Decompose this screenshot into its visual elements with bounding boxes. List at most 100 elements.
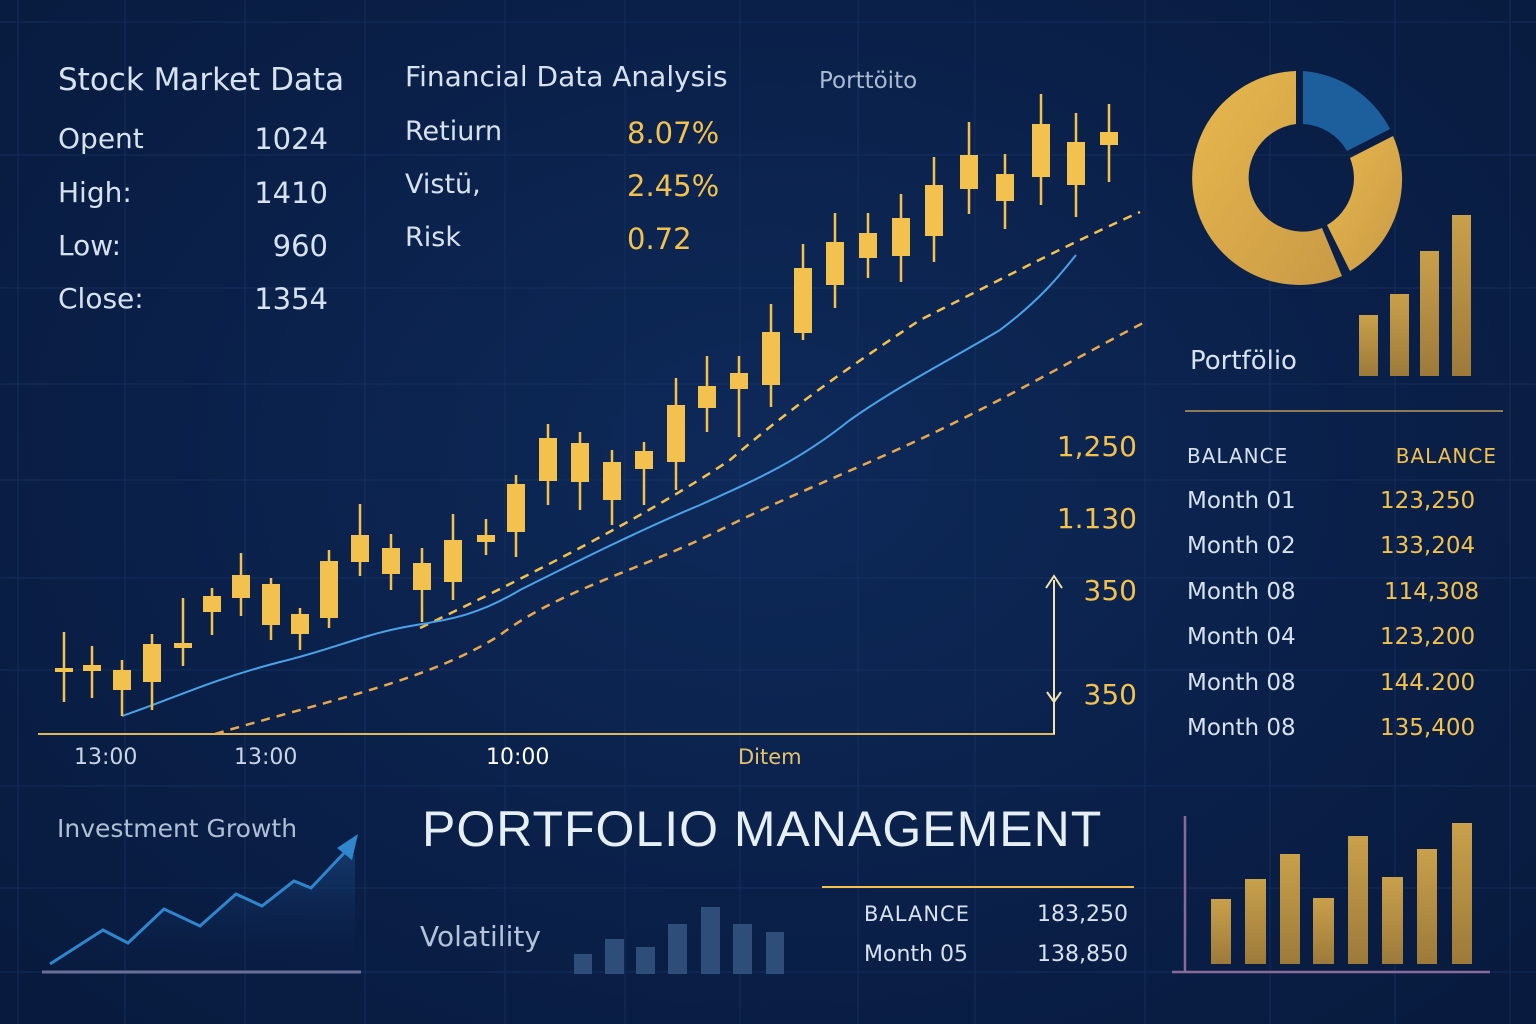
donut-slice-gold-small (1327, 136, 1403, 271)
financial-value: 2.45% (627, 169, 720, 203)
donut-slice-gold-large (1192, 71, 1342, 285)
volatility-bar (636, 947, 655, 974)
price-label: 350 (1083, 678, 1137, 711)
financial-row-risk: Risk 0.72 (405, 222, 717, 275)
candle-body (83, 665, 101, 671)
stock-row-high: High: 1410 (58, 176, 328, 229)
time-label: 13:00 (234, 745, 298, 770)
volatility-bar (668, 924, 687, 974)
stock-label: Low: (58, 229, 122, 262)
candle-body (859, 233, 877, 258)
stock-market-title: Stock Market Data (58, 62, 345, 98)
stock-value: 1410 (254, 176, 328, 210)
portfolio-bar (1359, 315, 1378, 376)
financial-row-return: Retiurn 8.07% (405, 116, 719, 169)
month-cell: Month 02 (1187, 533, 1296, 559)
stock-value: 1024 (254, 122, 328, 156)
candle-body (826, 242, 844, 285)
column-header: BALANCE (1187, 444, 1289, 468)
candle-body (382, 548, 400, 574)
candle-body (1032, 124, 1050, 177)
portfolio-bar (1420, 251, 1439, 376)
growth-line (49, 850, 347, 966)
main-title: PORTFOLIO MANAGEMENT (422, 801, 1103, 857)
arrow-down-icon (1046, 691, 1062, 704)
candle-body (413, 563, 431, 590)
performance-bar (1245, 879, 1266, 964)
candle-body (1067, 142, 1085, 185)
month-cell: Month 04 (1187, 624, 1296, 650)
stock-value: 1354 (254, 282, 328, 316)
balance-table: BALANCE BALANCE Month 01 123,250 Month 0… (1187, 444, 1497, 760)
candle-body (113, 670, 131, 690)
candle-body (571, 443, 589, 482)
stock-value: 960 (272, 229, 328, 263)
candle-body (603, 462, 621, 500)
summary-row: Month 05 138,850 (864, 942, 1128, 982)
arrow-up-icon (1045, 574, 1063, 589)
performance-bar (1211, 899, 1231, 964)
candle-body (444, 540, 462, 582)
price-label: 350 (1083, 574, 1137, 607)
candle-body (477, 535, 495, 542)
summary-label: BALANCE (864, 902, 970, 926)
candle-body (351, 535, 369, 562)
performance-bar (1313, 898, 1334, 964)
financial-label: Retiurn (405, 116, 503, 147)
financial-analysis-title: Financial Data Analysis (405, 60, 728, 93)
candle-body (143, 644, 161, 682)
table-row: Month 08 114,308 (1187, 579, 1497, 624)
summary-value: 138,850 (1037, 942, 1128, 967)
candle-body (174, 643, 192, 648)
balance-cell: 123,200 (1380, 624, 1476, 650)
candle-body (291, 614, 309, 634)
candle-body (925, 185, 943, 236)
performance-bar (1452, 823, 1472, 964)
stock-market-panel: Opent 1024 High: 1410 Low: 960 Close: 13… (58, 122, 328, 335)
candle-body (892, 218, 910, 256)
candle-body (203, 596, 221, 612)
stock-label: Opent (58, 122, 144, 155)
portfolio-bar (1390, 294, 1409, 376)
balance-cell: 144.200 (1380, 670, 1476, 696)
summary-label: Month 05 (864, 942, 968, 967)
balance-cell: 135,400 (1380, 715, 1476, 741)
candle-body (635, 451, 653, 469)
table-row: Month 01 123,250 (1187, 488, 1497, 533)
candle-body (320, 561, 338, 618)
month-cell: Month 08 (1187, 579, 1296, 605)
month-cell: Month 01 (1187, 488, 1296, 514)
candle-body (55, 668, 73, 672)
time-label: 10:00 (486, 745, 550, 770)
candle-body (667, 405, 685, 462)
financial-value: 0.72 (627, 222, 692, 256)
volatility-bar (574, 954, 592, 974)
financial-label: Vistü, (405, 169, 481, 200)
stock-row-low: Low: 960 (58, 229, 328, 282)
time-label: Ditem (738, 745, 802, 769)
table-row: Month 08 135,400 (1187, 715, 1497, 760)
performance-bar (1382, 877, 1403, 964)
volatility-label: Volatility (420, 920, 541, 953)
balance-table-header: BALANCE BALANCE (1187, 444, 1497, 488)
volatility-bar (605, 939, 624, 974)
balance-cell: 114,308 (1384, 579, 1480, 605)
candle-body (996, 174, 1014, 201)
stock-row-open: Opent 1024 (58, 122, 328, 176)
price-label: 1,250 (1056, 430, 1137, 463)
column-header: BALANCE (1395, 444, 1497, 468)
lower-band-line (214, 320, 1146, 736)
stock-label: High: (58, 176, 132, 209)
portfolio-label: Portfölio (1190, 346, 1297, 376)
table-row: Month 02 133,204 (1187, 533, 1497, 579)
volatility-bar (701, 907, 720, 974)
month-cell: Month 08 (1187, 715, 1296, 741)
balance-cell: 123,250 (1380, 488, 1476, 514)
donut-slice-blue (1303, 71, 1390, 151)
volatility-bar (733, 924, 752, 974)
moving-average-line (121, 254, 1077, 717)
